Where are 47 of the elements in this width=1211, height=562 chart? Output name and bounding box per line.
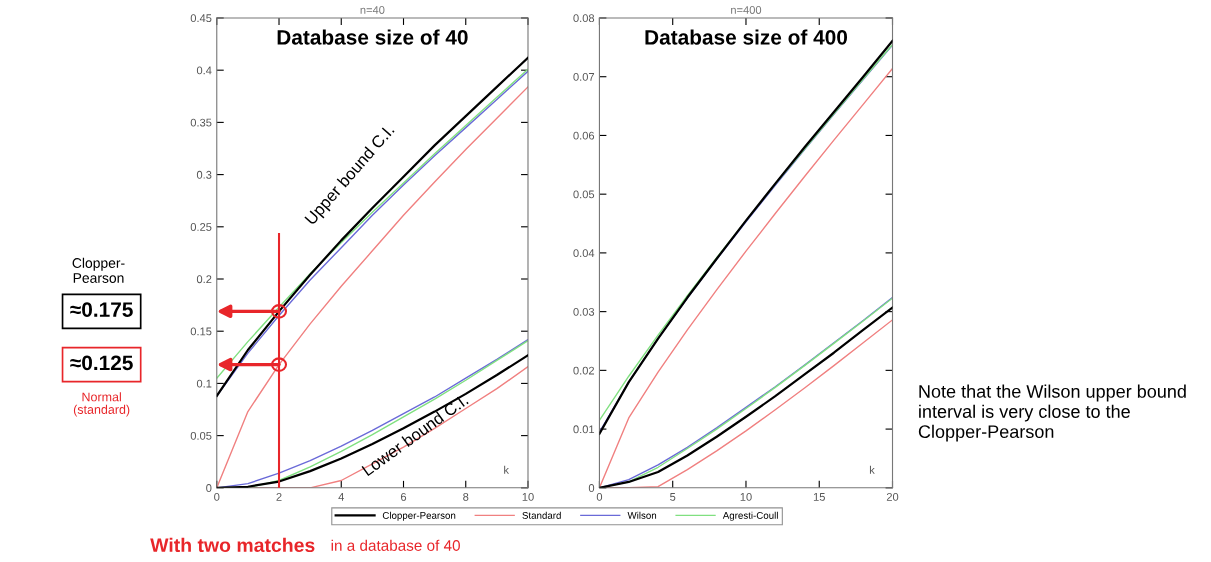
y-tick-label: 0.02 — [573, 366, 595, 375]
chart-subtitle: Database size of 400 — [645, 29, 848, 45]
text: ≈0.125 — [70, 355, 133, 371]
x-tick-label: 5 — [670, 493, 676, 501]
y-tick-label: 0.08 — [573, 14, 595, 23]
x-tick-label: 6 — [400, 492, 407, 501]
legend-label: Clopper-Pearson — [382, 511, 456, 521]
y-tick-label: 0.35 — [190, 118, 212, 127]
y-tick-label: 0.03 — [573, 307, 595, 316]
y-tick-label: 0.05 — [190, 431, 212, 440]
y-tick-label: 0.07 — [573, 72, 595, 81]
y-tick-label: 0.04 — [573, 249, 595, 258]
x-tick-label: 15 — [813, 493, 825, 501]
text: With two matches — [150, 537, 315, 553]
y-tick-label: 0.06 — [573, 131, 595, 140]
y-tick-label: 0 — [206, 484, 212, 492]
text: Clopper-Pearson — [72, 257, 125, 283]
y-tick-label: 0.45 — [190, 14, 212, 23]
y-tick-label: 0.1 — [196, 379, 212, 388]
text: in a database of 40 — [331, 539, 460, 551]
legend-label: Agresti-Coull — [722, 511, 778, 521]
y-tick-label: 0.4 — [196, 66, 212, 75]
x-axis-title: k — [869, 465, 875, 474]
legend-label: Standard — [522, 511, 561, 519]
y-tick-label: 0.15 — [190, 327, 212, 336]
chart-subtitle: Database size of 40 — [277, 29, 468, 45]
y-tick-label: 0.01 — [573, 425, 595, 434]
x-tick-label: 8 — [463, 492, 469, 501]
x-tick-label: 10 — [740, 492, 752, 501]
x-tick-label: 20 — [886, 492, 899, 501]
x-axis-title: k — [504, 465, 509, 474]
x-tick-label: 4 — [338, 493, 345, 501]
y-tick-label: 0 — [588, 484, 595, 492]
y-tick-label: 0.05 — [573, 190, 595, 199]
y-tick-label: 0.3 — [196, 170, 212, 179]
y-tick-label: 0.25 — [190, 223, 212, 231]
chart-title: n=40 — [360, 6, 385, 14]
text: ≈0.175 — [70, 302, 133, 317]
x-tick-label: 0 — [214, 492, 220, 501]
x-tick-label: 10 — [522, 492, 534, 501]
legend-label: Wilson — [627, 511, 657, 519]
text: Note that the Wilson upper bound interval is very close to the Clopper-Pearson — [918, 384, 1186, 442]
chart-title: n=400 — [731, 6, 762, 14]
text: Normal (standard) — [73, 392, 130, 417]
x-tick-label: 2 — [276, 492, 282, 501]
y-tick-label: 0.2 — [196, 275, 212, 284]
x-tick-label: 0 — [596, 492, 603, 501]
